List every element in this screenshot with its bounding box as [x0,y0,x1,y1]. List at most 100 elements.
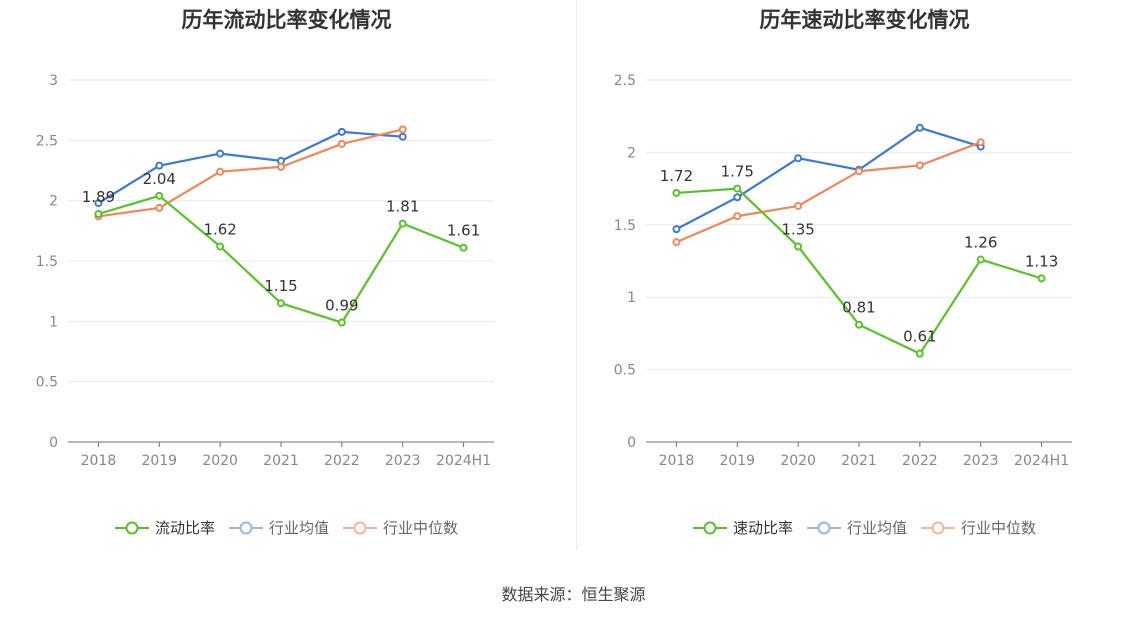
data-label: 1.89 [82,188,115,206]
chart-title: 历年速动比率变化情况 [759,8,970,32]
chart-title: 历年流动比率变化情况 [181,8,392,32]
x-tick-label: 2019 [719,453,755,469]
data-point [672,225,681,234]
chart-legend: 速动比率 行业均值 行业中位数 [578,517,1147,538]
legend-item-industry-avg[interactable]: 行业均值 [228,517,329,538]
data-point [794,201,803,210]
data-point [337,139,346,148]
y-tick-label: 2.5 [36,133,58,149]
x-tick-label: 2021 [263,453,299,469]
legend-marker-icon [921,521,955,534]
legend-item-industry-median[interactable]: 行业中位数 [921,517,1036,538]
legend-item-quick-ratio[interactable]: 速动比率 [692,517,793,538]
data-label: 1.81 [386,198,419,216]
data-point [94,209,103,218]
y-tick-label: 0 [627,435,636,451]
data-label: 1.75 [721,163,754,181]
data-point [915,123,924,132]
legend-marker-icon [692,521,727,534]
data-point [398,125,407,134]
data-label: 2.04 [143,170,176,188]
series-line [675,126,982,231]
x-tick-label: 2022 [324,453,360,469]
data-point [277,299,285,308]
legend-label: 行业中位数 [961,519,1037,537]
data-point [915,161,924,170]
series-line [97,130,403,205]
x-tick-label: 2024H1 [1014,453,1069,469]
legend-marker-icon [806,521,841,534]
chart-panel-quick-ratio: 历年速动比率变化情况 0 0.5 1 1.5 2 2.5 2018 2019 2020 2021 2… [578,0,1147,560]
data-point [672,188,681,197]
data-point [915,349,924,358]
y-tick-label: 1 [627,290,636,306]
x-tick-label: 2020 [202,453,238,469]
legend-marker-icon [343,521,377,534]
data-point [1037,274,1046,283]
data-point [733,193,742,202]
x-tick-label: 2022 [902,453,938,469]
legend-item-industry-median[interactable]: 行业中位数 [343,517,458,538]
data-point [672,238,681,247]
legend-label: 流动比率 [154,519,215,537]
data-point [155,191,164,200]
series-line [98,128,403,218]
data-point [733,212,742,221]
data-point [733,184,742,193]
y-tick-label: 0 [49,435,58,451]
series-line [675,141,982,244]
data-point [337,127,346,136]
legend-label: 速动比率 [732,519,793,537]
data-label: 1.72 [660,167,693,185]
y-tick-label: 1.5 [614,218,636,234]
data-point [855,167,863,176]
data-point [459,243,468,252]
data-label: 1.13 [1025,252,1058,270]
data-point [976,138,985,147]
x-tick-label: 2020 [780,453,816,469]
series-line [676,187,1042,355]
data-point [155,203,164,212]
data-point [277,162,285,171]
data-point [794,242,803,251]
legend-item-industry-avg[interactable]: 行业均值 [806,517,907,538]
legend-label: 行业中位数 [383,519,459,537]
legend-item-current-ratio[interactable]: 流动比率 [114,517,215,538]
line-chart-quick-ratio: 0 0.5 1 1.5 2 2.5 2018 2019 2020 2021 2022 2023 2024… [614,73,1072,469]
legend-label: 行业均值 [268,519,329,537]
line-chart-current-ratio: 0 0.5 1 1.5 2 2.5 3 2018 2019 2020 2021 2022 2023 202… [36,73,494,469]
data-label: 1.61 [447,222,480,240]
x-tick-label: 2018 [81,453,117,469]
y-tick-label: 1.5 [36,254,58,270]
data-label: 1.26 [964,234,997,252]
data-label: 1.62 [203,221,236,239]
legend-marker-icon [228,521,263,534]
data-point [398,219,407,228]
data-label: 0.81 [842,299,875,317]
y-tick-label: 0.5 [614,363,636,379]
data-point [398,132,407,141]
data-point [94,199,103,208]
data-point [216,167,225,176]
y-tick-label: 1 [49,314,58,330]
panel-divider [576,0,577,550]
data-label: 0.99 [325,297,358,315]
data-source-note: 数据来源：恒生聚源 [501,585,646,604]
chart-panel-current-ratio: 历年流动比率变化情况 0 0.5 1 1.5 2 2.5 3 2018 2019 2020 2021… [0,0,573,560]
data-point [976,255,985,264]
x-tick-label: 2021 [841,453,877,469]
data-point [337,318,346,327]
x-tick-label: 2023 [385,453,421,469]
x-tick-label: 2024H1 [436,453,491,469]
y-tick-label: 3 [49,73,58,89]
y-tick-label: 0.5 [36,375,58,391]
data-label: 0.61 [903,328,936,346]
data-point [155,161,164,170]
data-label: 1.35 [781,221,814,239]
y-tick-label: 2 [49,194,58,210]
data-point [216,149,225,158]
data-point [855,320,863,329]
y-tick-label: 2.5 [614,73,636,89]
legend-marker-icon [114,521,149,534]
x-tick-label: 2023 [963,453,999,469]
